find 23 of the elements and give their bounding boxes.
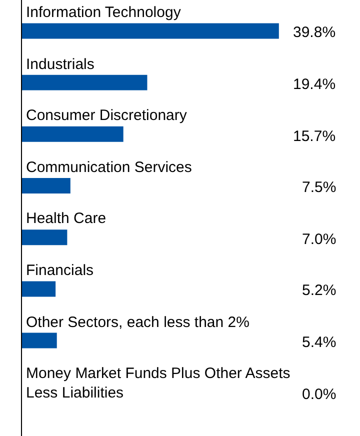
bar bbox=[22, 23, 279, 39]
data-label: 39.8% bbox=[293, 24, 336, 41]
y-tick-label: Money Market Funds Plus Other Assets Less Liabilities bbox=[26, 365, 290, 402]
data-label: 15.7% bbox=[293, 128, 336, 145]
y-tick-label: Industrials bbox=[26, 56, 94, 73]
bar bbox=[22, 126, 124, 142]
data-label: 0.0% bbox=[302, 386, 336, 403]
bar bbox=[22, 230, 68, 246]
bar bbox=[22, 74, 148, 90]
y-tick-label: Other Sectors, each less than 2% bbox=[26, 314, 250, 331]
bar bbox=[22, 281, 56, 297]
data-label: 5.2% bbox=[302, 282, 336, 299]
y-tick-label: Health Care bbox=[26, 210, 106, 227]
bar bbox=[22, 332, 57, 348]
y-tick-label: Financials bbox=[26, 262, 94, 279]
data-label: 5.4% bbox=[302, 334, 336, 351]
data-label: 19.4% bbox=[293, 76, 336, 93]
y-tick-label: Communication Services bbox=[26, 159, 192, 176]
y-tick-label: Information Technology bbox=[26, 4, 182, 21]
data-label: 7.5% bbox=[302, 179, 336, 196]
y-tick-label: Consumer Discretionary bbox=[26, 107, 188, 124]
bar bbox=[22, 178, 70, 194]
data-label: 7.0% bbox=[302, 231, 336, 248]
